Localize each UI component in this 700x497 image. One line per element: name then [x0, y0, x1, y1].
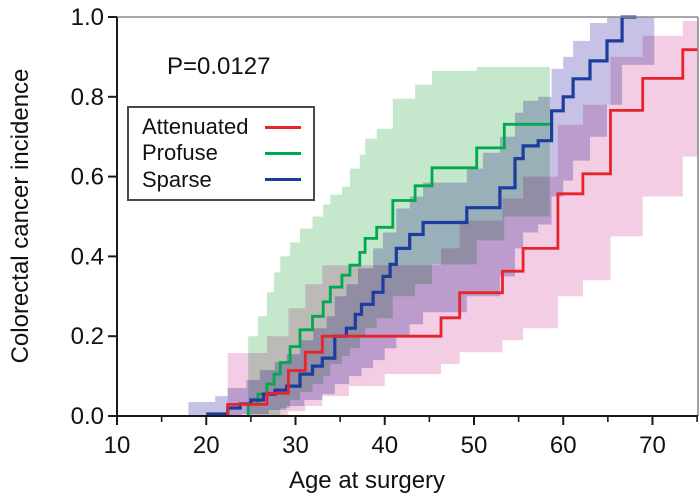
- y-tick-label: 0.2: [71, 323, 104, 350]
- legend-item-attenuated: Attenuated: [142, 114, 301, 140]
- curve-profuse: [246, 122, 550, 416]
- x-tick-label: 50: [461, 432, 488, 459]
- curve-attenuated: [226, 48, 698, 416]
- x-tick-label: 30: [282, 432, 309, 459]
- legend-item-sparse: Sparse: [142, 167, 301, 193]
- legend-swatch-profuse-line: [265, 151, 301, 155]
- x-tick-label: 70: [639, 432, 666, 459]
- y-tick-label: 0.4: [71, 243, 104, 270]
- y-tick-label: 0.8: [71, 84, 104, 111]
- y-tick-label: 0.0: [71, 403, 104, 430]
- legend-swatch-attenuated-line: [265, 125, 301, 129]
- x-axis-label: Age at surgery: [288, 467, 446, 494]
- curve-sparse: [206, 15, 637, 416]
- legend-swatch-sparse-line: [265, 178, 301, 182]
- legend: Attenuated Profuse Sparse: [127, 106, 315, 201]
- series-layer: [188, 15, 698, 417]
- legend-label-sparse: Sparse: [142, 166, 212, 192]
- y-tick-label: 1.0: [71, 4, 104, 31]
- x-tick-label: 60: [550, 432, 577, 459]
- y-tick-label: 0.6: [71, 164, 104, 191]
- legend-label-attenuated: Attenuated: [142, 114, 249, 140]
- x-tick-label: 10: [104, 432, 131, 459]
- y-axis-label-text: Colorectal cancer incidence: [7, 68, 34, 364]
- legend-item-profuse: Profuse: [142, 140, 301, 166]
- ci-band-sparse: [188, 17, 655, 416]
- x-tick-label: 40: [371, 432, 398, 459]
- x-tick-label: 20: [193, 432, 220, 459]
- legend-label-profuse: Profuse: [142, 140, 218, 166]
- p-value-annotation: P=0.0127: [167, 53, 271, 80]
